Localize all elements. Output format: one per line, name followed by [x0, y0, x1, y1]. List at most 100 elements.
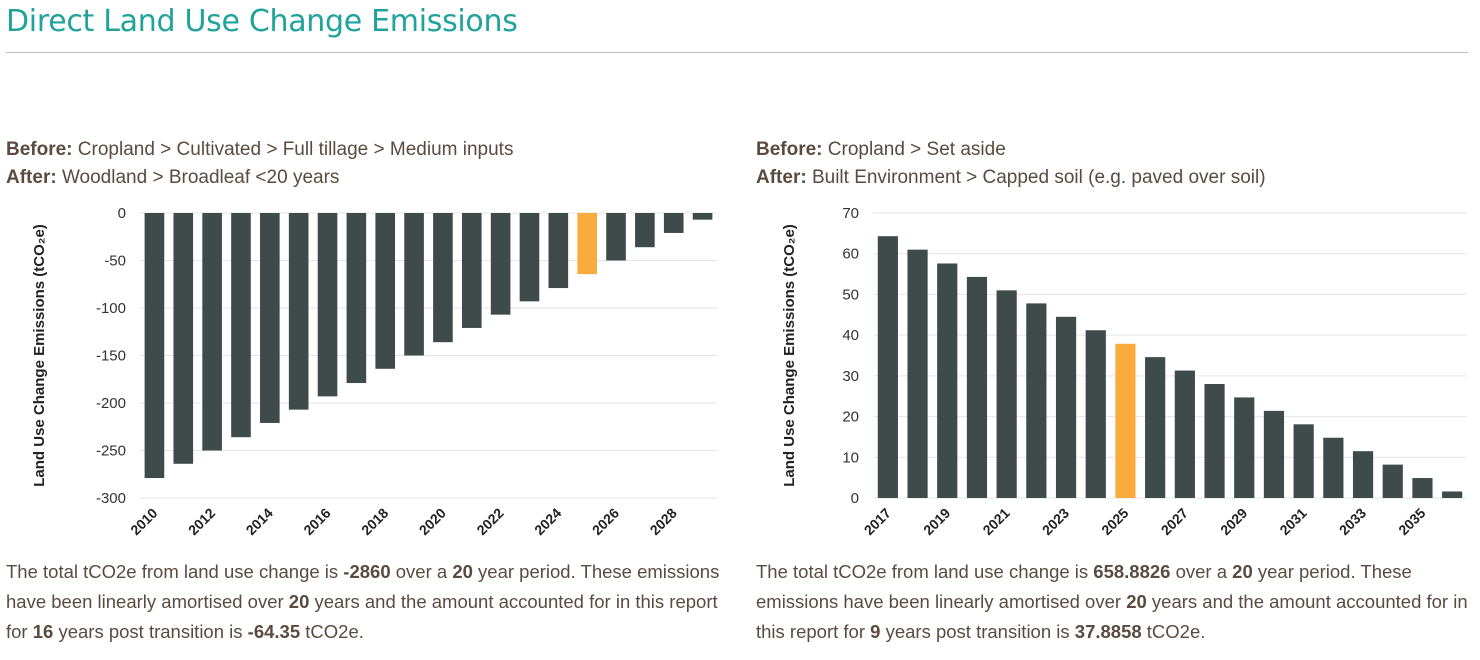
after-value: Built Environment > Capped soil (e.g. pa… [811, 167, 1266, 188]
transition-info: Before: Cropland > Set aside After: Buil… [756, 136, 1266, 192]
panel-right: Before: Cropland > Set aside After: Buil… [750, 0, 1480, 660]
bar[interactable] [260, 213, 280, 423]
post-years-value: 9 [870, 621, 881, 642]
y-tick-label: 50 [842, 286, 859, 303]
x-tick-label: 2022 [473, 505, 506, 538]
bar[interactable] [173, 213, 194, 464]
x-tick-label: 2017 [861, 505, 894, 538]
emissions-chart-right: Land Use Change Emissions (tCO₂e) 0 10 20 30… [781, 205, 1467, 538]
total-value: -2860 [343, 561, 391, 582]
bar[interactable] [606, 213, 626, 261]
bar[interactable] [1026, 303, 1047, 498]
after-line: After: Built Environment > Capped soil (… [756, 164, 1266, 192]
page-title: Direct Land Use Change Emissions [6, 4, 518, 39]
bar[interactable] [1352, 451, 1374, 498]
bar[interactable] [907, 249, 928, 498]
period-value: 20 [1232, 561, 1253, 582]
before-value: Cropland > Cultivated > Full tillage > M… [77, 139, 514, 160]
before-label: Before: [6, 139, 73, 160]
bar[interactable] [877, 236, 898, 498]
after-label: After: [6, 167, 57, 188]
bar[interactable] [346, 213, 367, 384]
x-tick-label: 2010 [127, 505, 160, 538]
bar[interactable] [1145, 357, 1166, 498]
bar[interactable] [202, 213, 222, 451]
before-line: Before: Cropland > Set aside [756, 136, 1266, 164]
emissions-chart-left: Land Use Change Emissions (tCO₂e) 0 -50 -10… [31, 205, 717, 538]
bar[interactable] [461, 213, 482, 328]
amount-value: -64.35 [247, 621, 301, 642]
after-value: Woodland > Broadleaf <20 years [61, 167, 340, 188]
x-tick-label: 2014 [243, 505, 276, 538]
bar-highlight[interactable] [577, 213, 597, 275]
bar[interactable] [1204, 384, 1225, 498]
bar[interactable] [519, 213, 540, 302]
before-line: Before: Cropland > Cultivated > Full til… [6, 136, 513, 164]
bar[interactable] [1234, 397, 1255, 498]
period-value: 20 [452, 561, 473, 582]
summary-text: The total tCO2e from land use change is … [756, 561, 1468, 642]
y-axis-label: Land Use Change Emissions (tCO₂e) [781, 224, 798, 487]
total-value: 658.8826 [1093, 561, 1171, 582]
bar[interactable] [404, 213, 424, 356]
after-line: After: Woodland > Broadleaf <20 years [6, 164, 513, 192]
bar[interactable] [996, 290, 1017, 498]
bar[interactable] [635, 213, 655, 248]
bar[interactable] [317, 213, 338, 397]
bar[interactable] [1085, 330, 1106, 498]
x-tick-label: 2033 [1336, 505, 1369, 538]
bar[interactable] [1382, 464, 1403, 498]
y-tick-label: 10 [842, 449, 859, 466]
bar[interactable] [1412, 478, 1433, 498]
after-label: After: [756, 167, 807, 188]
x-tick-label: 2035 [1395, 505, 1428, 538]
x-tick-label: 2026 [589, 505, 622, 538]
bar[interactable] [1442, 491, 1463, 498]
y-tick-label: -150 [96, 348, 126, 365]
y-tick-label: 30 [842, 368, 859, 385]
x-tick-label: 2027 [1158, 505, 1191, 538]
bar-highlight[interactable] [1115, 343, 1136, 498]
x-tick-label: 2018 [358, 505, 391, 538]
x-tick-label: 2031 [1276, 505, 1309, 538]
bar[interactable] [375, 213, 396, 369]
x-tick-label: 2023 [1039, 505, 1072, 538]
before-label: Before: [756, 139, 823, 160]
bar[interactable] [937, 263, 958, 498]
y-tick-label: 0 [851, 490, 859, 507]
x-tick-label: 2012 [185, 505, 218, 538]
bar[interactable] [548, 213, 569, 289]
x-tick-label: 2020 [416, 505, 449, 538]
panel-left: Before: Cropland > Cultivated > Full til… [0, 0, 730, 660]
x-tick-label: 2024 [531, 505, 564, 538]
bar[interactable] [1293, 424, 1314, 498]
y-tick-label: 40 [842, 327, 859, 344]
title-divider [6, 52, 1468, 53]
before-value: Cropland > Set aside [827, 139, 1006, 160]
y-tick-label: -200 [96, 395, 126, 412]
bar[interactable] [490, 213, 511, 315]
bar[interactable] [1263, 410, 1285, 498]
bar[interactable] [1323, 437, 1344, 498]
y-tick-label: 70 [842, 205, 859, 222]
bar[interactable] [231, 213, 251, 438]
y-tick-label: 0 [118, 205, 126, 222]
y-tick-label: -300 [96, 490, 126, 507]
x-tick-label: 2028 [647, 505, 680, 538]
x-tick-label: 2019 [920, 505, 953, 538]
bar[interactable] [1055, 316, 1077, 498]
bar[interactable] [144, 213, 165, 479]
y-tick-label: 20 [842, 409, 859, 426]
post-years-value: 16 [32, 621, 54, 642]
amount-value: 37.8858 [1074, 621, 1142, 642]
amortised-value: 20 [1126, 591, 1147, 612]
bar[interactable] [288, 213, 309, 410]
bar[interactable] [692, 213, 713, 220]
summary-text: The total tCO2e from land use change is … [6, 561, 720, 642]
bar[interactable] [966, 276, 988, 498]
bar[interactable] [433, 213, 453, 343]
bar[interactable] [663, 213, 684, 233]
x-tick-label: 2016 [300, 505, 333, 538]
y-axis-label: Land Use Change Emissions (tCO₂e) [31, 224, 48, 487]
bar[interactable] [1174, 370, 1195, 498]
